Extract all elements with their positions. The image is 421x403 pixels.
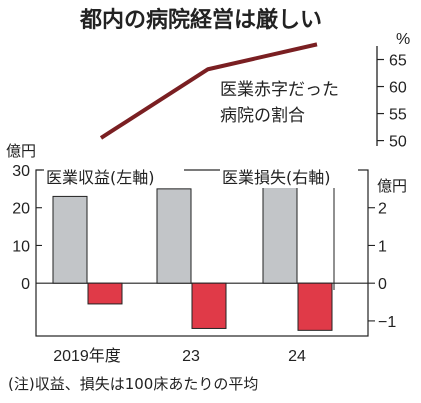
chart-title: 都内の病院経営は厳しい <box>79 7 322 33</box>
line-series-label-1: 医業赤字だった <box>220 80 339 100</box>
left-tick-label: 20 <box>12 201 30 218</box>
left-tick-label: 30 <box>12 163 30 180</box>
loss-bar-2 <box>297 282 333 331</box>
right-tick-label: −1 <box>378 314 396 331</box>
revenue-bar-2 <box>262 186 298 284</box>
line-unit-label: % <box>396 31 410 48</box>
line-tick-label: 65 <box>389 53 407 70</box>
legend-loss-bg <box>220 166 358 188</box>
category-label: 2019年度 <box>53 347 121 365</box>
loss-bar-1 <box>191 282 227 329</box>
line-tick-label: 50 <box>389 134 407 151</box>
line-panel: % 50 55 60 65 医業赤字だった 病院の割合 <box>99 31 410 151</box>
bar-plot-frame <box>35 169 369 337</box>
line-tick-label: 60 <box>389 80 407 97</box>
right-tick-label: 1 <box>378 238 387 255</box>
left-ticks: 0 10 20 30 <box>12 163 42 293</box>
left-tick-label: 0 <box>21 276 30 293</box>
left-unit-label: 億円 <box>6 142 36 160</box>
category-label: 23 <box>182 348 200 365</box>
right-unit-label: 億円 <box>377 177 407 195</box>
bars <box>52 186 333 331</box>
category-label: 24 <box>288 348 306 365</box>
line-ticks: 50 55 60 65 <box>377 53 407 151</box>
legend-loss: 医業損失(右軸) <box>222 168 331 187</box>
line-series-label: 医業赤字だった 病院の割合 <box>220 80 344 126</box>
right-tick-label: 2 <box>378 201 387 218</box>
line-series-label-2: 病院の割合 <box>220 106 305 126</box>
footnote: (注)収益、損失は100床あたりの平均 <box>8 375 258 393</box>
revenue-bar-0 <box>52 195 88 284</box>
legend-revenue: 医業収益(左軸) <box>46 168 155 187</box>
line-series <box>99 42 318 140</box>
right-tick-label: 0 <box>378 276 387 293</box>
revenue-bar-1 <box>156 188 192 284</box>
line-tick-label: 55 <box>389 107 407 124</box>
category-labels: 2019年度 23 24 <box>53 347 306 365</box>
left-tick-label: 10 <box>12 238 30 255</box>
loss-bar-0 <box>87 282 123 305</box>
right-ticks: −1 0 1 2 <box>368 201 396 331</box>
legend-revenue-bg <box>44 166 184 188</box>
